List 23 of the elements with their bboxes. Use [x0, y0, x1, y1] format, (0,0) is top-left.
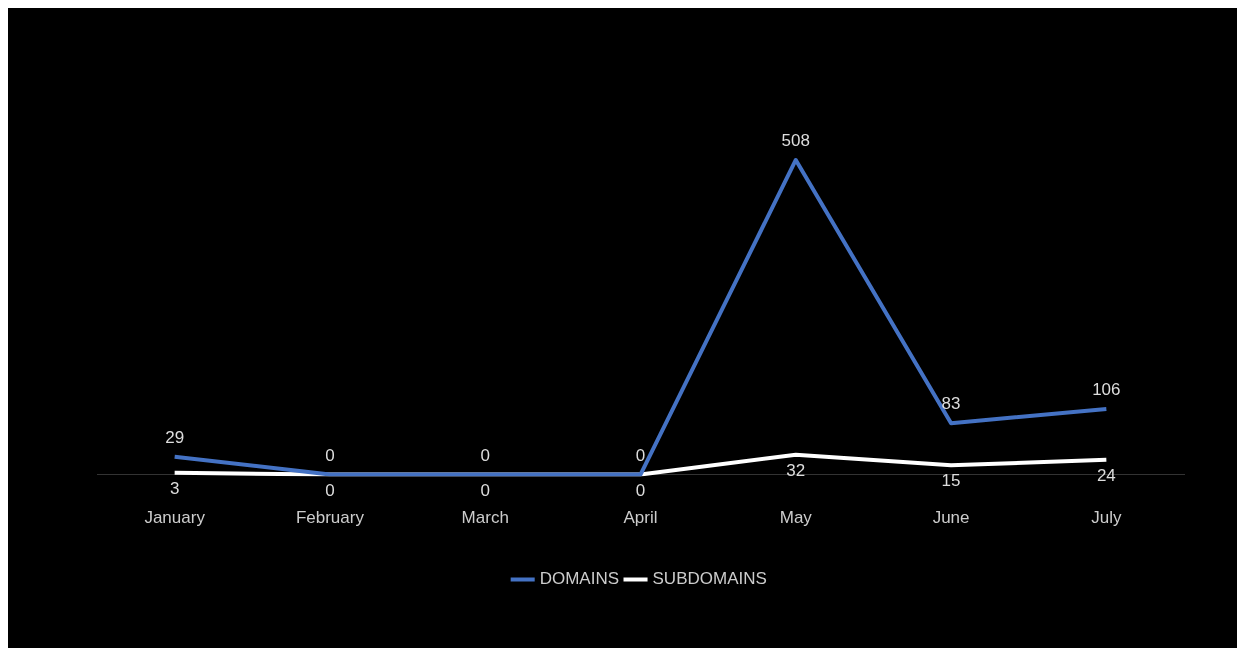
data-label: 0 — [635, 445, 646, 465]
data-label: 15 — [941, 471, 961, 491]
x-tick-label: May — [779, 508, 813, 528]
x-tick-label: March — [461, 508, 509, 528]
data-label: 24 — [1096, 465, 1116, 485]
data-label: 106 — [1092, 380, 1121, 400]
data-label: 0 — [480, 480, 490, 500]
data-label: 0 — [325, 480, 335, 500]
data-label: 3 — [169, 478, 180, 498]
legend-label: SUBDOMAINS — [652, 569, 767, 589]
data-label: 29 — [165, 427, 185, 447]
x-tick-label: April — [623, 508, 658, 528]
data-label: 83 — [941, 394, 961, 414]
x-tick-label: February — [295, 508, 365, 528]
x-tick-label: July — [1091, 508, 1122, 528]
data-label: 0 — [635, 480, 646, 500]
legend-label: DOMAINS — [539, 569, 620, 589]
x-tick-label: June — [932, 508, 970, 528]
data-label: 0 — [325, 445, 335, 465]
x-tick-label: January — [144, 508, 206, 528]
data-label: 0 — [480, 445, 490, 465]
data-label: 32 — [786, 460, 806, 480]
data-label: 508 — [781, 131, 810, 151]
